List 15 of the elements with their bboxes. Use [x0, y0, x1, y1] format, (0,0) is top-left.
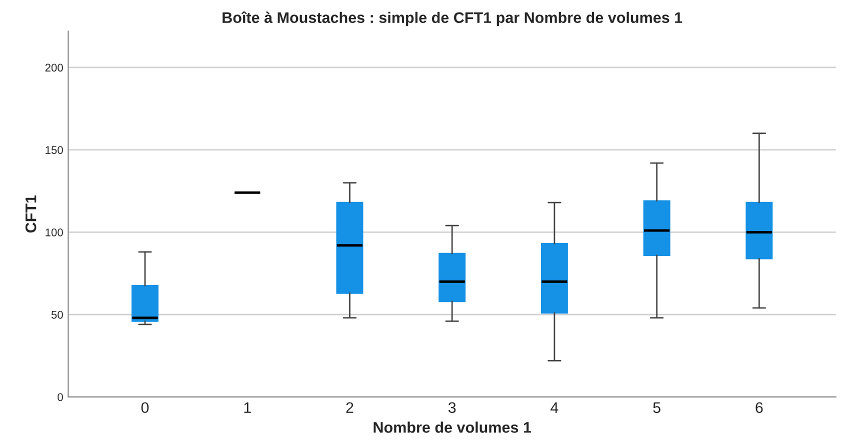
x-tick-label: 6 — [756, 402, 763, 414]
x-tick-label: 4 — [550, 402, 558, 413]
y-tick-label: 0 — [58, 393, 63, 402]
y-tick-label: 200 — [45, 64, 63, 72]
x-tick-label: 5 — [653, 402, 660, 414]
y-tick-label: 50 — [51, 310, 63, 319]
y-axis-title: CFT1 — [25, 195, 36, 233]
x-tick-label: 3 — [448, 402, 456, 414]
y-tick-label: 150 — [46, 146, 63, 154]
x-tick-label: 1 — [244, 402, 251, 413]
chart-title: Boîte à Moustaches : simple de CFT1 par Nombre de volumes 1 — [222, 11, 682, 26]
x-tick-label: 0 — [141, 402, 149, 414]
y-tick-label: 100 — [46, 228, 63, 236]
x-axis-title: Nombre de volumes 1 — [374, 422, 532, 433]
x-tick-label: 2 — [346, 402, 354, 413]
